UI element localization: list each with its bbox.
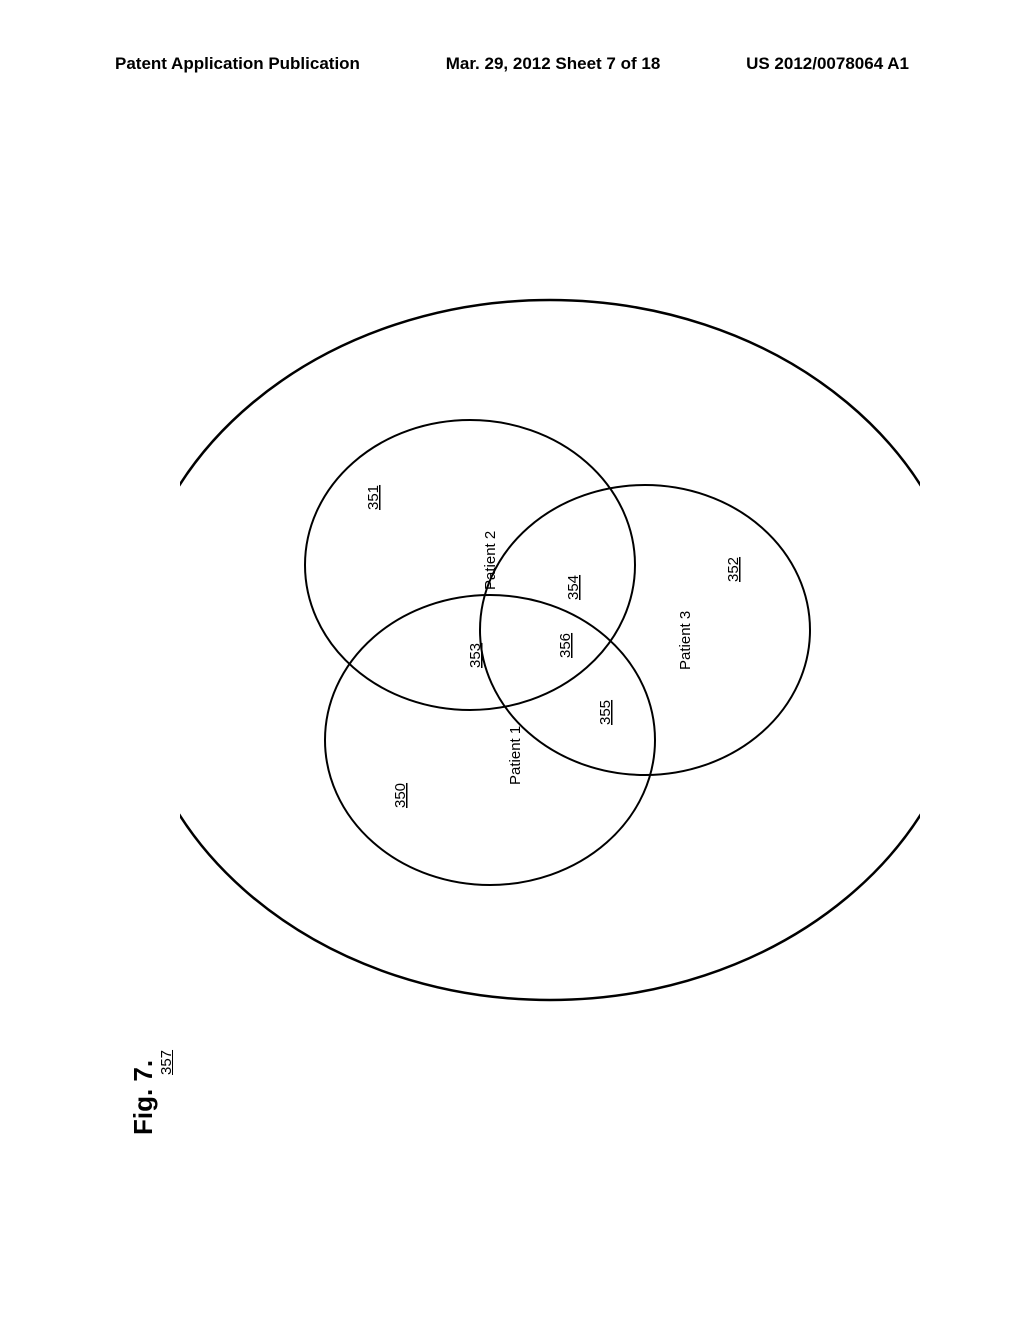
patient-label: Patient 1 (507, 726, 524, 785)
venn-ellipse-c3 (480, 485, 810, 775)
ref-label-351: 351 (365, 485, 382, 510)
ref-label-356: 356 (557, 633, 574, 658)
patient-label: Patient 2 (482, 531, 499, 590)
ref-label-350: 350 (392, 783, 409, 808)
header-center: Mar. 29, 2012 Sheet 7 of 18 (446, 54, 661, 74)
outer-ref-357: 357 (158, 1050, 175, 1075)
figure-title: Fig. 7. (128, 1060, 159, 1135)
ref-label-354: 354 (565, 575, 582, 600)
ref-label-353: 353 (467, 643, 484, 668)
header-right: US 2012/0078064 A1 (746, 54, 909, 74)
page-header: Patent Application Publication Mar. 29, … (0, 54, 1024, 74)
venn-diagram: 350 351 352 353 354 355 356 Patient 1 Patient 2 P… (180, 200, 920, 1100)
ref-label-355: 355 (597, 700, 614, 725)
header-left: Patent Application Publication (115, 54, 360, 74)
patient-label: Patient 3 (677, 611, 694, 670)
ref-label-352: 352 (725, 557, 742, 582)
venn-ellipse-c1 (325, 595, 655, 885)
